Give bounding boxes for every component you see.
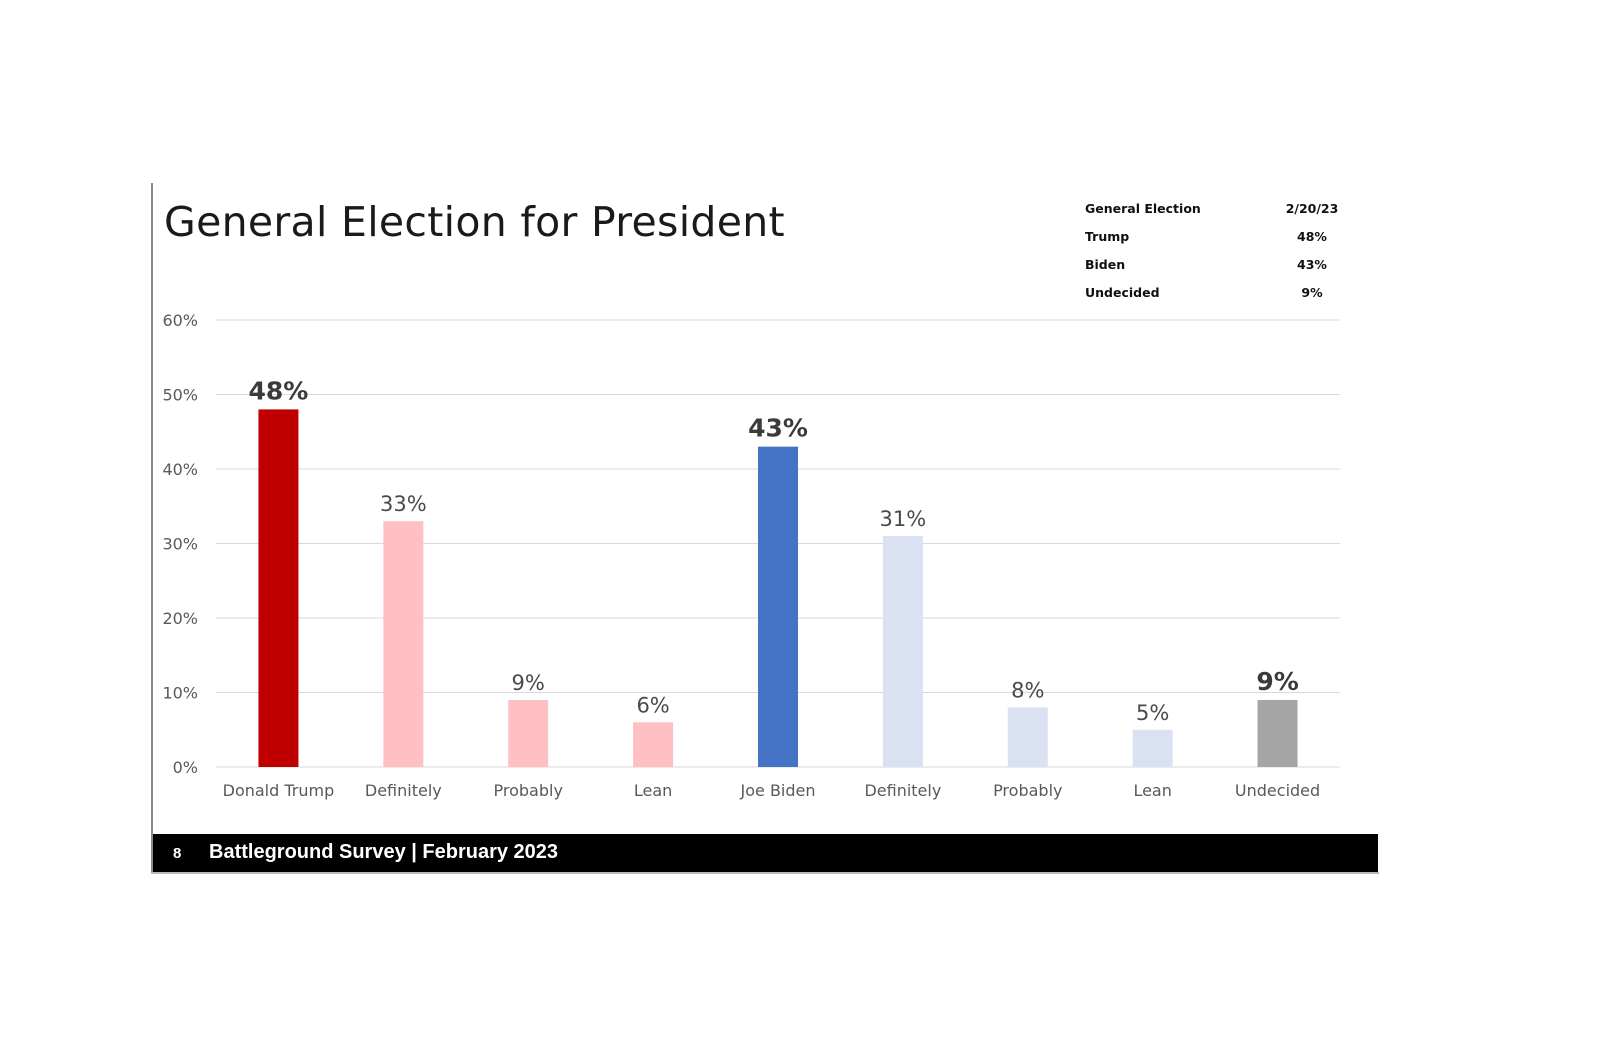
bar	[508, 699, 549, 767]
y-tick-label: 10%	[162, 684, 198, 703]
data-label: 43%	[748, 414, 808, 443]
data-label: 31%	[880, 507, 927, 531]
summary-row-value: 48%	[1297, 229, 1327, 244]
y-tick-label: 30%	[162, 535, 198, 554]
bar	[633, 722, 674, 767]
y-tick-label: 20%	[162, 609, 198, 628]
x-tick-label: Lean	[1133, 781, 1171, 800]
data-label: 6%	[636, 693, 669, 717]
data-label: 9%	[1256, 667, 1298, 696]
summary-row-label: Undecided	[1085, 285, 1160, 300]
slide-bottom-border	[151, 872, 1379, 874]
footer-title: Battleground Survey | February 2023	[209, 841, 559, 863]
page-number: 8	[173, 845, 182, 862]
data-label: 33%	[380, 492, 427, 516]
bar	[758, 446, 798, 767]
summary-header-label: General Election	[1085, 201, 1201, 216]
bar	[1007, 707, 1048, 767]
y-tick-label: 50%	[162, 386, 198, 405]
summary-row-label: Biden	[1085, 257, 1126, 272]
slide-title: General Election for President	[164, 198, 785, 246]
x-tick-label: Joe Biden	[740, 781, 816, 800]
bar	[1132, 729, 1173, 767]
summary-row-value: 43%	[1297, 257, 1327, 272]
x-tick-label: Probably	[993, 781, 1062, 800]
data-label: 8%	[1011, 678, 1044, 702]
y-tick-label: 60%	[162, 311, 198, 330]
footer-bar: 8 Battleground Survey | February 2023	[153, 834, 1378, 872]
x-tick-label: Donald Trump	[223, 781, 335, 800]
data-label: 48%	[249, 376, 309, 405]
bar	[882, 536, 923, 767]
summary-row-label: Trump	[1085, 229, 1130, 244]
x-tick-label: Undecided	[1235, 781, 1320, 800]
bar	[1257, 699, 1298, 767]
y-tick-label: 0%	[173, 758, 198, 777]
bar	[383, 521, 424, 767]
bar	[258, 409, 299, 767]
data-label: 5%	[1136, 701, 1169, 725]
slide-left-border	[151, 183, 153, 873]
x-tick-label: Probably	[494, 781, 563, 800]
x-tick-label: Definitely	[864, 781, 941, 800]
x-tick-label: Definitely	[365, 781, 442, 800]
summary-header-date: 2/20/23	[1285, 201, 1339, 216]
summary-row-value: 9%	[1301, 285, 1323, 300]
x-tick-label: Lean	[634, 781, 672, 800]
data-label: 9%	[512, 671, 545, 695]
y-tick-label: 40%	[162, 460, 198, 479]
